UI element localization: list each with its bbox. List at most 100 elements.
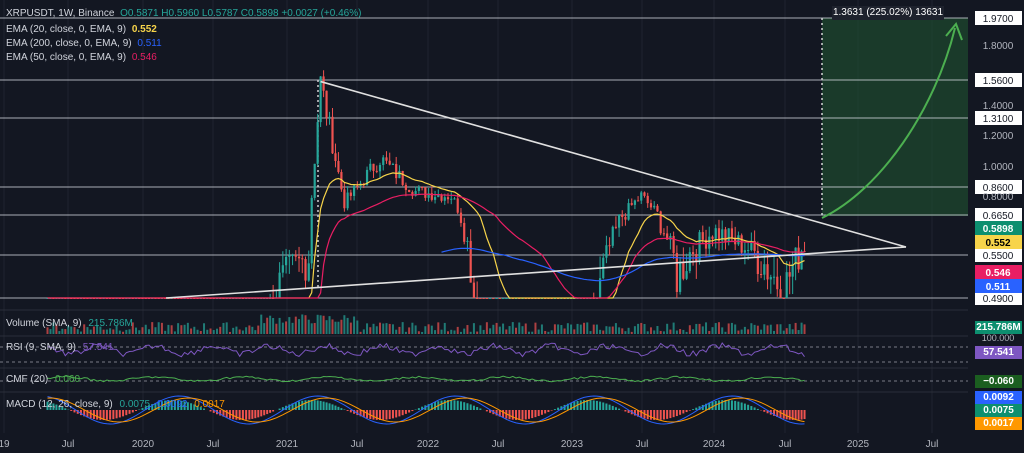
macd-bar-188 — [646, 410, 649, 420]
volume-bar-154 — [537, 329, 540, 334]
candle-body-116 — [414, 190, 417, 196]
macd-bar-82 — [307, 400, 310, 410]
macd-bar-65 — [254, 410, 257, 419]
ema200-legend[interactable]: EMA (200, close, 0, EMA, 9) 0.511 — [6, 37, 162, 50]
volume-bar-164 — [570, 324, 573, 334]
macd-bar-49 — [203, 408, 206, 410]
volume-bar-198 — [679, 329, 682, 334]
volume-bar-31 — [144, 324, 147, 334]
macd-bar-48 — [199, 407, 202, 410]
volume-bar-83 — [310, 323, 313, 334]
macd-bar-165 — [573, 401, 576, 410]
time-tick-12: 2025 — [847, 439, 870, 450]
macd-bar-228 — [776, 410, 779, 417]
candle-body-222 — [756, 250, 759, 275]
candle-body-229 — [779, 289, 782, 298]
macd-bar-231 — [785, 410, 788, 420]
volume-bar-120 — [427, 324, 430, 334]
volume-bar-165 — [573, 329, 576, 334]
candle-body-114 — [408, 189, 411, 193]
volume-bar-26 — [128, 329, 131, 334]
volume-bar-189 — [649, 327, 652, 334]
candle-body-119 — [424, 187, 427, 198]
volume-bar-99 — [359, 331, 362, 334]
volume-pane-title[interactable]: Volume (SMA, 9) 215.786M — [6, 318, 133, 329]
volume-bar-82 — [307, 319, 310, 334]
macd-bar-54 — [219, 410, 222, 416]
ema200-value: 0.511 — [137, 38, 162, 49]
macd-bar-142 — [498, 410, 501, 417]
macd-bar-163 — [566, 403, 569, 410]
candle-body-190 — [653, 205, 656, 208]
macd-bar-151 — [527, 410, 530, 419]
macd-bar-171 — [592, 400, 595, 410]
macd-bar-62 — [245, 410, 248, 420]
macd-bar-1 — [49, 402, 52, 410]
macd-bar-202 — [692, 409, 695, 410]
macd-bar-234 — [794, 410, 797, 420]
volume-bar-52 — [212, 330, 215, 334]
candle-body-129 — [456, 198, 459, 213]
candle-body-90 — [331, 116, 334, 154]
ema50-legend[interactable]: EMA (50, close, 0, EMA, 9) 0.546 — [6, 51, 157, 64]
price-tick-2: 1.2000 — [983, 131, 1014, 142]
macd-bar-225 — [766, 410, 769, 414]
volume-bar-21 — [112, 329, 115, 334]
cmf-title: CMF (20) — [6, 374, 49, 385]
candle-body-101 — [365, 169, 369, 186]
volume-bar-173 — [599, 329, 602, 334]
volume-bar-205 — [701, 326, 704, 334]
volume-bar-180 — [621, 328, 624, 334]
macd-bar-104 — [375, 410, 378, 420]
volume-bar-107 — [385, 323, 388, 334]
macd-bar-153 — [534, 410, 537, 418]
volume-bar-207 — [708, 330, 711, 334]
macd-bar-195 — [669, 410, 672, 419]
candle-body-194 — [666, 233, 669, 240]
volume-bar-65 — [254, 330, 257, 334]
volume-bar-153 — [534, 322, 537, 334]
volume-bar-117 — [417, 331, 420, 334]
rsi-pane-title[interactable]: RSI (9, SMA, 9) 57.541 — [6, 342, 113, 353]
macd-pane-title[interactable]: MACD (12, 26, close, 9) 0.0075 0.0092 0.… — [6, 399, 225, 410]
macd-bar-111 — [398, 410, 401, 417]
volume-bar-94 — [343, 315, 346, 334]
candle-body-105 — [378, 164, 382, 172]
volume-bar-89 — [328, 316, 331, 334]
candle-body-236 — [800, 251, 803, 270]
volume-bar-51 — [209, 328, 212, 334]
volume-bar-193 — [662, 331, 665, 334]
volume-bar-227 — [773, 330, 776, 334]
macd-bar-107 — [385, 410, 388, 420]
volume-bar-113 — [404, 331, 407, 334]
macd-bar-158 — [550, 410, 553, 411]
ema20-legend[interactable]: EMA (20, close, 0, EMA, 9) 0.552 — [6, 23, 157, 36]
candle-body-179 — [617, 214, 621, 228]
macd-bar-145 — [508, 410, 511, 420]
candle-body-196 — [672, 236, 675, 253]
volume-bar-2 — [52, 322, 55, 334]
macd-bar-71 — [272, 410, 275, 412]
cmf-pane-title[interactable]: CMF (20) 0.060 — [6, 374, 80, 385]
candle-body-199 — [682, 261, 685, 279]
candle-body-78 — [294, 254, 297, 257]
candle-body-124 — [440, 194, 443, 201]
volume-bar-131 — [463, 328, 466, 334]
candle-body-185 — [636, 200, 640, 202]
volume-bar-5 — [61, 328, 64, 334]
volume-bar-49 — [203, 323, 206, 334]
macd-bar-91 — [334, 405, 337, 410]
price-tag-0: 0.5898 — [983, 224, 1014, 235]
volume-bar-108 — [388, 323, 391, 334]
time-axis — [0, 433, 968, 453]
volume-bar-81 — [304, 315, 307, 334]
macd-bar-60 — [238, 410, 241, 420]
macd-bar-87 — [322, 401, 325, 410]
candle-body-197 — [675, 252, 678, 292]
macd-bar-95 — [346, 410, 349, 411]
time-tick-4: 2021 — [276, 439, 299, 450]
volume-bar-97 — [353, 316, 356, 334]
candle-body-177 — [611, 226, 614, 246]
projection-arrowhead — [945, 22, 963, 41]
